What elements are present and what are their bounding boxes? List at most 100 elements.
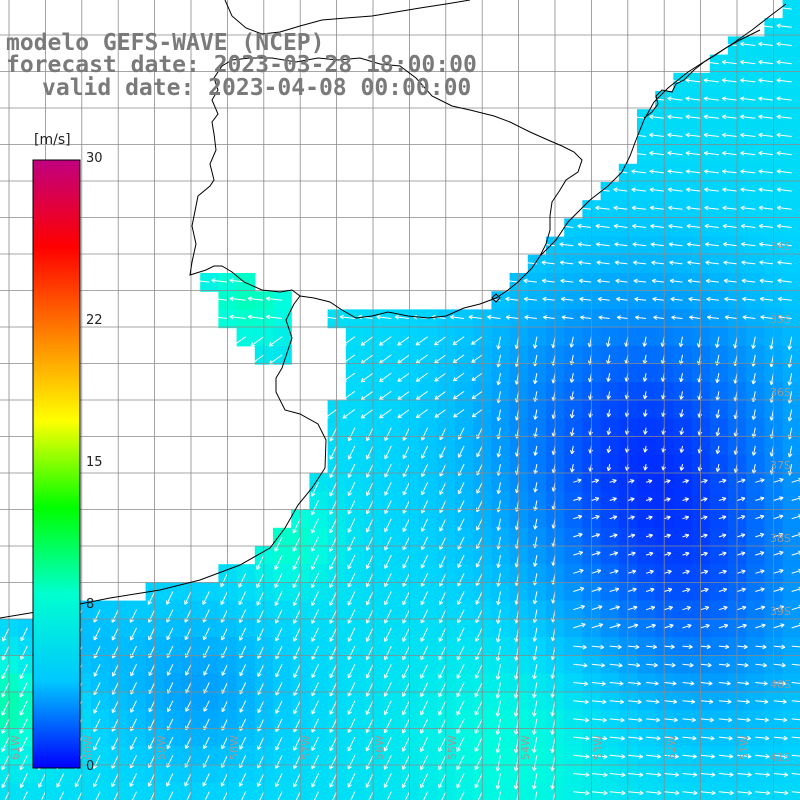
wind-arrow [347,427,356,442]
wind-arrow [532,755,538,772]
wind-arrow [649,150,665,156]
wind-arrow [513,755,520,772]
field-cell [709,236,729,256]
wind-arrow [758,187,774,193]
wind-arrow [347,736,356,752]
wind-arrow [718,735,733,741]
wind-arrow [505,296,519,302]
wind-arrow [239,627,247,641]
wind-arrow [274,536,283,552]
wind-arrow [591,772,608,778]
wind-arrow [256,591,265,606]
wind-arrow [736,551,746,556]
wind-arrow [456,773,465,789]
wind-arrow [591,478,600,484]
field-cell [455,782,474,800]
wind-arrow [776,169,792,174]
wind-arrow [773,478,784,483]
wind-arrow [342,372,356,383]
wind-arrow [682,699,696,704]
wind-arrow [591,605,603,611]
wind-arrow [532,609,538,623]
wind-arrow [532,591,538,605]
wind-arrow [591,699,607,705]
wind-arrow [700,623,710,629]
wind-arrow [247,296,264,302]
wind-arrow [239,736,247,750]
wind-arrow [685,78,701,83]
wind-arrow [686,242,701,247]
field-cell [746,72,765,92]
wind-arrow [166,773,174,787]
wind-arrow [111,718,119,732]
wind-arrow [274,554,283,570]
wind-arrow [755,514,765,520]
wind-arrow [667,169,683,174]
field-cell [782,618,800,638]
wind-arrow [591,717,607,723]
field-cell [418,364,438,383]
wind-arrow [755,662,768,668]
wind-vectors [1,5,800,800]
wind-arrow [438,700,447,716]
wind-arrow [704,242,719,247]
wind-arrow [773,605,785,611]
field-cell [709,163,729,183]
wind-arrow [452,354,465,364]
wind-arrow [718,605,728,611]
wind-arrow [758,205,774,211]
wind-arrow [186,791,192,800]
wind-arrow [643,427,648,435]
latitude-label: 40S [770,678,791,691]
wind-arrow [627,699,642,705]
wind-arrow [722,242,738,247]
wind-arrow [257,627,265,642]
wind-arrow [184,736,192,750]
wind-arrow [686,223,701,229]
field-cell [782,746,800,765]
wind-arrow [202,591,210,605]
field-cell [382,400,401,420]
wind-arrow [439,518,447,532]
field-cell [691,254,711,274]
wind-arrow [646,790,662,796]
longitude-label: 55W [446,735,459,760]
field-cell [673,273,693,292]
field-cell [782,491,800,511]
lagoon-coast [643,29,761,119]
field-cell [600,182,620,201]
wind-arrow [513,718,520,735]
wind-arrow [627,515,635,520]
wind-arrow [591,662,606,668]
wind-arrow [773,550,784,556]
wind-arrow [1,645,10,661]
wind-arrow [755,735,770,741]
wind-arrow [609,533,618,538]
wind-arrow [513,682,520,699]
wind-arrow [20,645,28,660]
wind-arrow [166,736,174,750]
wind-arrow [643,464,648,471]
wind-arrow [705,260,719,266]
wind-arrow [1,755,10,771]
wind-arrow [184,627,192,641]
wind-arrow [627,551,636,557]
wind-arrow [384,627,392,642]
wind-arrow [275,627,283,642]
wind-arrow [220,591,228,606]
wind-arrow [457,463,465,477]
wind-arrow [645,497,653,502]
wind-arrow [667,187,683,193]
wind-arrow [627,717,643,723]
field-cell [746,91,765,110]
wind-arrow [533,409,538,420]
wind-arrow [580,315,592,320]
wind-arrow [718,478,727,484]
wind-arrow [631,150,647,156]
wind-arrow [268,336,283,347]
wind-arrow [760,315,774,320]
wind-arrow [595,223,610,229]
wind-arrow [211,278,228,283]
wind-arrow [664,699,678,704]
wind-arrow [573,790,590,796]
